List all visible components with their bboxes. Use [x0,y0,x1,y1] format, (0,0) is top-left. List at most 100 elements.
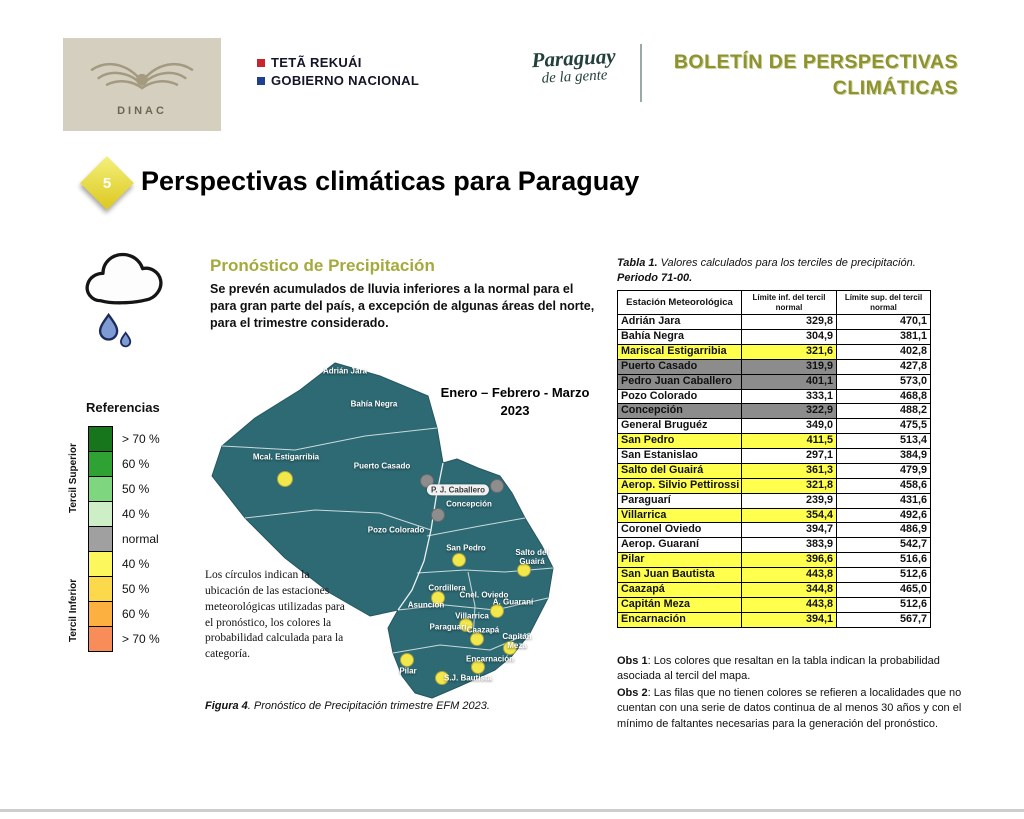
terciles-table: Estación Meteorológica Límite inf. del t… [617,289,931,628]
cell-limit-sup: 468,8 [836,388,931,405]
legend-swatch-icon [88,551,113,577]
station-label: Mcal. Estigarribia [252,452,320,462]
legend-label: 40 % [122,557,150,571]
cell-station: Encarnación [617,611,742,628]
table-caption-period: Periodo 71-00. [617,271,693,284]
legend-item: 40 % [88,501,160,527]
col-header-inf: Límite inf. del tercil normal [741,289,837,316]
station-label: Adrián Jara [322,366,368,376]
blue-square-icon [257,76,265,85]
cell-limit-inf: 394,7 [741,522,837,539]
cell-limit-inf: 304,9 [741,329,837,345]
cell-limit-sup: 479,9 [836,462,931,479]
obs-1: Obs 1: Los colores que resaltan en la ta… [617,654,969,685]
cell-station: Coronel Oviedo [617,522,742,539]
section-number: 5 [102,174,112,192]
cell-limit-inf: 329,8 [741,314,837,331]
bulletin-line1: BOLETÍN DE PERSPECTIVAS [673,51,958,73]
table-row: Pedro Juan Caballero 401,1 573,0 [617,373,931,390]
legend-item: 50 % [88,476,160,502]
paraguay-de-la-gente-logo: Paraguay de la gente [519,43,629,89]
government-logo: TETÃ REKUÁI GOBIERNO NACIONAL [257,55,419,91]
cell-station: Pilar [617,552,742,569]
station-circle [517,563,531,577]
station-label: San Pedro [446,543,486,553]
forecast-heading: Pronóstico de Precipitación [210,256,435,275]
table-caption: Tabla 1. Valores calculados para los ter… [617,256,962,286]
cell-limit-inf: 321,8 [741,477,837,494]
cell-limit-sup: 512,6 [836,596,931,613]
cell-station: General Bruguéz [617,418,742,435]
obs-2-text: : Las filas que no tienen colores se ref… [617,687,962,730]
bottom-rule [0,809,1024,812]
legend-label: 60 % [122,457,150,471]
obs-2: Obs 2: Las filas que no tienen colores s… [617,686,969,732]
figure-text: . Pronóstico de Precipitación trimestre … [247,700,490,712]
cell-limit-inf: 322,9 [741,403,837,420]
legend-item: > 70 % [88,426,160,452]
station-label: Puerto Casado [353,461,411,471]
table-row: Adrián Jara 329,8 470,1 [617,314,931,331]
cell-limit-sup: 512,6 [836,567,931,583]
legend-item: 40 % [88,551,160,577]
cell-limit-sup: 486,9 [836,522,931,539]
legend-swatch-icon [88,501,113,527]
cell-limit-sup: 470,1 [836,314,931,331]
bulletin-title: BOLETÍN DE PERSPECTIVAS CLIMÁTICAS [674,50,958,101]
station-label: Pozo Colorado [367,525,425,535]
cell-limit-inf: 411,5 [741,433,837,450]
gov-line2: GOBIERNO NACIONAL [271,73,420,88]
cell-station: Capitán Meza [617,596,742,613]
legend-label: 60 % [122,607,150,621]
station-circle [435,671,449,685]
paraguay-outline [211,362,554,699]
station-label: Pilar [399,666,417,676]
map-note: Los círculos indican la ubicación de las… [205,569,345,661]
col-header-station: Estación Meteorológica [617,289,742,316]
tercil-superior-label: Tercil Superior [68,443,79,513]
cell-station: San Pedro [617,433,742,450]
table-row: Encarnación 394,1 567,7 [617,611,931,628]
dinac-label: DINAC [117,104,167,117]
table-row: Paraguarí 239,9 431,6 [617,492,931,509]
legend-swatch-icon [88,476,113,502]
table-row: Bahía Negra 304,9 381,1 [617,329,931,345]
station-circle [503,641,517,655]
legend-item: 60 % [88,451,160,477]
cell-station: Villarrica [617,507,742,524]
cell-limit-inf: 239,9 [741,492,837,509]
cell-limit-inf: 396,6 [741,552,837,569]
period-line1: Enero – Febrero - Marzo [440,385,590,400]
cell-station: Paraguarí [617,492,742,509]
cell-limit-sup: 488,2 [836,403,931,420]
map-stations: Adrián Jara Bahía Negra Mcal. Estigarribia… [195,358,615,710]
tercil-inferior-label: Tercil Inferior [68,578,79,642]
cell-station: Caazapá [617,581,742,598]
legend-swatch-icon [88,526,113,552]
station-label: Paraguarí [429,622,467,632]
cell-station: San Estanislao [617,448,742,464]
terciles-table-head: Estación Meteorológica Límite inf. del t… [617,289,931,316]
cell-limit-inf: 349,0 [741,418,837,435]
figure-label: Figura 4 [205,700,248,712]
table-row: Concepción 322,9 488,2 [617,403,931,420]
station-label: Capitán Meza [502,631,532,650]
legend-swatch-icon [88,426,113,452]
forecast-body: Se prevén acumulados de lluvia inferiore… [210,282,595,330]
page-title: Perspectivas climáticas para Paraguay [141,166,640,196]
cell-limit-sup: 427,8 [836,358,931,375]
legend-item: 50 % [88,576,160,602]
station-circle [452,553,466,567]
bulletin-line2: CLIMÁTICAS [832,76,958,99]
paraguay-shape [211,362,554,699]
cell-station: Mariscal Estigarribia [617,343,742,360]
table-caption-text: Valores calculados para los terciles de … [657,257,916,269]
legend-swatch-icon [88,601,113,627]
legend-swatch-icon [88,626,113,652]
table-row: Aerop. Silvio Pettirossi 321,8 458,6 [617,477,931,494]
obs-2-label: Obs 2 [617,687,648,699]
cell-limit-inf: 361,3 [741,462,837,479]
gov-line1: TETÃ REKUÁI [271,55,362,70]
cell-limit-inf: 333,1 [741,388,837,405]
station-circle [431,591,445,605]
